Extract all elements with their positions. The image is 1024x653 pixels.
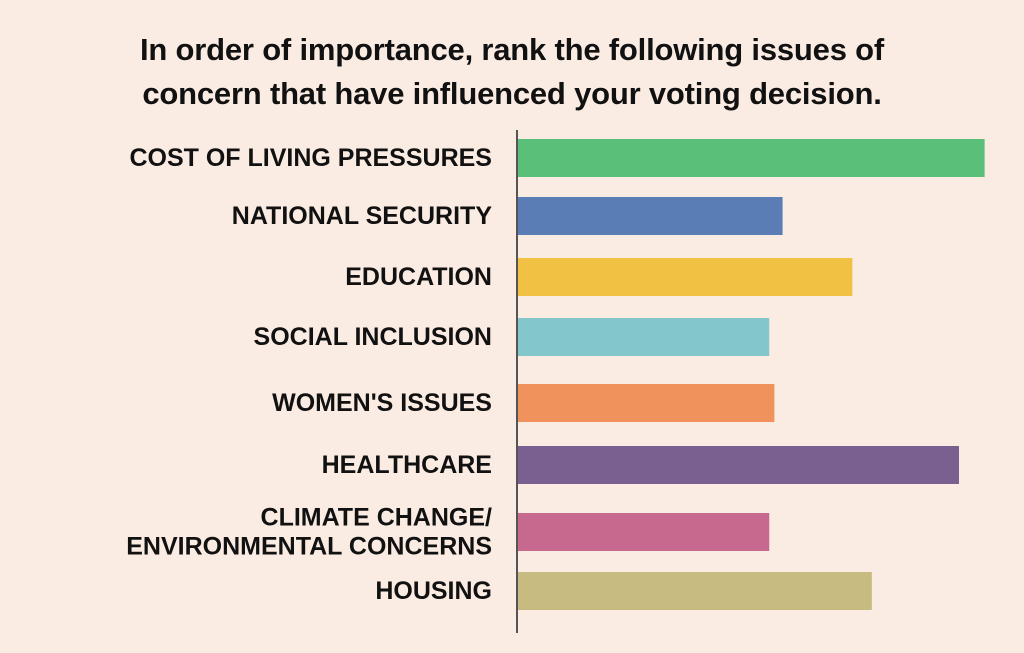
bar-1 bbox=[518, 197, 783, 235]
category-label-1: NATIONAL SECURITY bbox=[232, 202, 493, 230]
category-label-7: HOUSING bbox=[375, 577, 492, 605]
category-label-6-line-0: CLIMATE CHANGE/ bbox=[261, 504, 493, 532]
chart-title: In order of importance, rank the followi… bbox=[0, 28, 1024, 116]
category-label-2: EDUCATION bbox=[345, 263, 492, 291]
bar-4 bbox=[518, 384, 775, 422]
category-label-3: SOCIAL INCLUSION bbox=[254, 323, 492, 351]
bar-3 bbox=[518, 318, 770, 356]
bars-group bbox=[518, 139, 985, 610]
category-label-0: COST OF LIVING PRESSURES bbox=[129, 144, 492, 172]
bar-7 bbox=[518, 572, 872, 610]
bar-0 bbox=[518, 139, 985, 177]
category-label-6-line-1: ENVIRONMENTAL CONCERNS bbox=[126, 533, 492, 561]
bar-5 bbox=[518, 446, 959, 484]
chart-title-line-2: concern that have influenced your voting… bbox=[142, 76, 882, 111]
category-labels: COST OF LIVING PRESSURES NATIONAL SECURIT… bbox=[126, 144, 492, 605]
chart-title-line-1: In order of importance, rank the followi… bbox=[139, 32, 885, 67]
category-label-4: WOMEN'S ISSUES bbox=[272, 389, 492, 417]
category-label-5: HEALTHCARE bbox=[322, 451, 492, 479]
bar-2 bbox=[518, 258, 853, 296]
bar-6 bbox=[518, 513, 770, 551]
